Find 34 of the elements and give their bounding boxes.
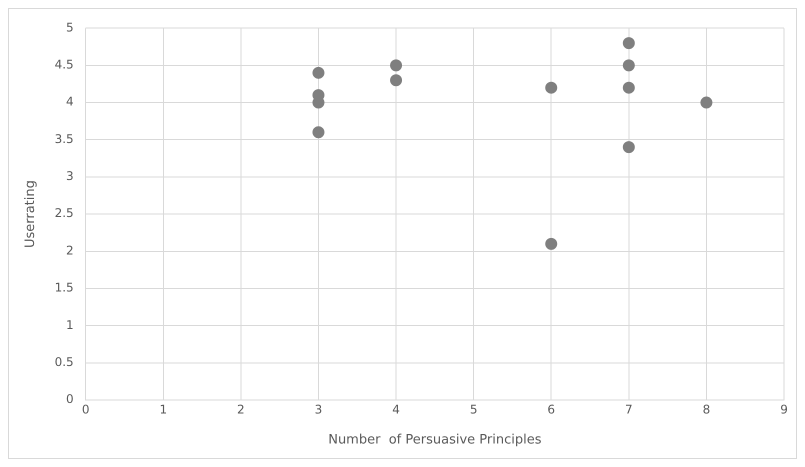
- y-tick-label: 5: [66, 20, 74, 34]
- y-tick-label: 2: [66, 243, 74, 258]
- x-tick-label: 5: [470, 402, 478, 416]
- y-tick-label: 0: [66, 392, 74, 406]
- point: [622, 37, 635, 50]
- x-tick-label: 0: [82, 402, 90, 416]
- point: [390, 74, 402, 86]
- y-tick-label: 4.5: [54, 58, 74, 72]
- y-tick-label: 3: [66, 169, 74, 184]
- point: [622, 59, 635, 72]
- point: [545, 238, 558, 250]
- y-axis-title: Userrating: [23, 180, 38, 248]
- x-axis-title: Number of Persuasive Principles: [328, 432, 542, 448]
- point: [700, 96, 712, 109]
- x-tick-label: 4: [392, 402, 400, 416]
- x-tick-label: 7: [625, 402, 633, 416]
- x-tick-label: 6: [547, 402, 556, 416]
- point: [312, 66, 324, 79]
- point: [312, 126, 324, 138]
- point: [545, 82, 558, 94]
- x-tick-label: 3: [314, 402, 322, 416]
- y-tick-label: 0.5: [54, 354, 74, 369]
- y-tick-label: 2.5: [54, 206, 74, 220]
- x-tick-label: 9: [780, 402, 788, 416]
- point: [390, 59, 402, 72]
- point: [622, 141, 635, 154]
- y-tick-label: 1.5: [54, 280, 74, 295]
- y-tick-label: 4: [66, 94, 74, 109]
- y-tick-label: 1: [66, 318, 74, 332]
- x-tick-label: 1: [159, 402, 168, 416]
- x-tick-label: 8: [702, 402, 710, 416]
- x-tick-label: 2: [237, 402, 245, 416]
- y-tick-label: 3.5: [54, 132, 74, 146]
- point: [622, 82, 635, 94]
